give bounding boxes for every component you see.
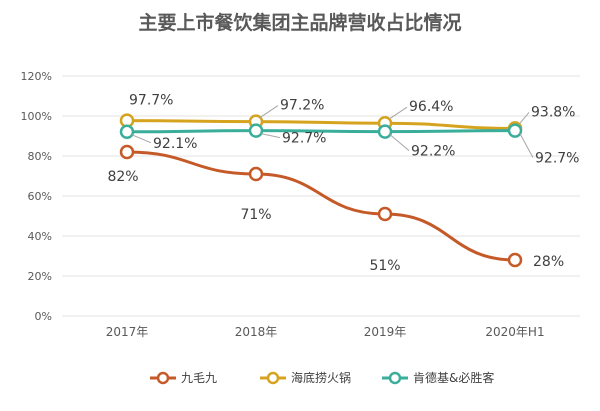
y-tick-label: 0% xyxy=(35,310,52,323)
leader-line xyxy=(388,106,408,120)
legend-entry: 海底捞火锅 xyxy=(291,370,351,385)
data-point xyxy=(377,206,393,222)
series-line-0 xyxy=(126,150,516,262)
series-line-1 xyxy=(126,119,516,130)
leader-line xyxy=(259,105,279,119)
leader-line xyxy=(260,133,281,139)
y-tick-label: 100% xyxy=(21,110,52,123)
data-label: 82% xyxy=(107,169,138,185)
data-label: 71% xyxy=(240,207,271,223)
data-label: 92.1% xyxy=(153,136,197,152)
leader-line xyxy=(389,134,410,151)
y-tick-label: 120% xyxy=(21,70,52,83)
legend-swatch-marker xyxy=(266,371,280,385)
x-tick-label: 2019年 xyxy=(364,325,407,339)
y-tick-label: 40% xyxy=(28,230,52,243)
legend-swatch-marker xyxy=(156,371,170,385)
data-label: 97.2% xyxy=(280,98,324,114)
y-tick-label: 80% xyxy=(28,150,52,163)
leader-line xyxy=(131,134,152,144)
data-label: 51% xyxy=(369,258,400,274)
data-label: 96.4% xyxy=(409,99,453,115)
data-point xyxy=(248,166,264,182)
leader-line xyxy=(518,112,530,125)
data-label: 92.2% xyxy=(411,144,455,160)
y-tick-label: 20% xyxy=(28,270,52,283)
chart-title: 主要上市餐饮集团主品牌营收占比情况 xyxy=(138,12,462,34)
data-point xyxy=(119,144,135,160)
legend-swatch-marker xyxy=(388,371,402,385)
data-label: 92.7% xyxy=(282,131,326,147)
data-label: 97.7% xyxy=(129,93,173,109)
data-point xyxy=(119,124,135,140)
data-label: 92.7% xyxy=(535,151,579,167)
series-line-2 xyxy=(126,129,516,134)
y-tick-label: 60% xyxy=(28,190,52,203)
x-tick-label: 2017年 xyxy=(106,325,149,339)
data-label: 93.8% xyxy=(531,104,575,120)
leader-line xyxy=(519,133,534,158)
x-tick-label: 2020年H1 xyxy=(485,325,544,339)
data-point xyxy=(248,123,264,138)
x-tick-label: 2018年 xyxy=(235,325,278,339)
data-label: 28% xyxy=(533,254,564,270)
legend-entry: 肯德基&必胜客 xyxy=(413,370,494,385)
data-point xyxy=(507,252,523,268)
data-point xyxy=(377,124,393,139)
legend-entry: 九毛九 xyxy=(181,371,217,385)
data-point xyxy=(507,123,523,138)
